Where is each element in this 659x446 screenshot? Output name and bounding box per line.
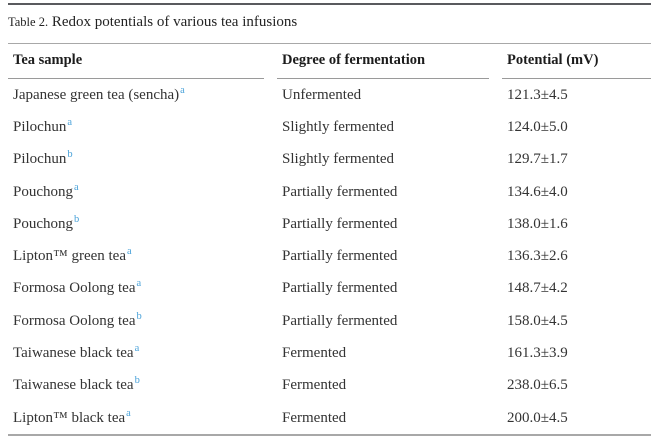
fermentation-cell: Fermented xyxy=(282,345,347,362)
footnote-marker: a xyxy=(180,84,185,96)
potential-cell: 200.0±4.5 xyxy=(507,409,568,426)
table-row: Pouchonga Partially fermented 134.6±4.0 xyxy=(8,176,651,208)
tea-sample-text: Taiwanese black tea xyxy=(13,345,134,362)
fermentation-cell: Slightly fermented xyxy=(282,118,395,135)
footnote-marker: b xyxy=(134,375,140,387)
tea-sample-cell: Lipton™ black teaa xyxy=(8,407,264,426)
table-row: Pouchongb Partially fermented 138.0±1.6 xyxy=(8,208,651,240)
bottom-rule xyxy=(8,434,651,437)
tea-sample-cell: Pilochuna xyxy=(8,116,264,135)
table-caption: Table 2. Redox potentials of various tea… xyxy=(8,12,651,32)
column-header-tea-sample: Tea sample xyxy=(8,44,264,79)
tea-sample-cell: Japanese green tea (sencha)a xyxy=(8,84,264,103)
column-header-potential: Potential (mV) xyxy=(502,44,651,79)
table-label: Table 2. xyxy=(8,15,49,29)
tea-sample-text: Pouchong xyxy=(13,215,73,232)
tea-sample-cell: Formosa Oolong teab xyxy=(8,310,264,329)
tea-sample-cell: Pouchonga xyxy=(8,181,264,200)
tea-sample-cell: Taiwanese black teaa xyxy=(8,343,264,362)
table-row: Pilochuna Slightly fermented 124.0±5.0 xyxy=(8,111,651,143)
tea-sample-cell: Pouchongb xyxy=(8,213,264,232)
column-header-fermentation: Degree of fermentation xyxy=(277,44,489,79)
fermentation-cell: Slightly fermented xyxy=(282,151,395,168)
footnote-marker: a xyxy=(67,116,73,128)
potential-cell: 148.7±4.2 xyxy=(507,280,568,297)
table-row: Lipton™ black teaa Fermented 200.0±4.5 xyxy=(8,402,651,434)
footnote-marker: b xyxy=(136,310,142,322)
caption-divider-rule xyxy=(8,43,651,44)
tea-sample-text: Pouchong xyxy=(13,183,73,200)
fermentation-cell: Fermented xyxy=(282,409,347,426)
fermentation-cell: Unfermented xyxy=(282,86,362,103)
potential-cell: 136.3±2.6 xyxy=(507,248,568,265)
tea-sample-cell: Taiwanese black teab xyxy=(8,375,264,394)
footnote-marker: a xyxy=(74,181,79,193)
fermentation-cell: Partially fermented xyxy=(282,248,398,265)
footnote-marker: a xyxy=(126,407,131,419)
table-row: Lipton™ green teaa Partially fermented 1… xyxy=(8,240,651,272)
footnote-marker: a xyxy=(134,343,140,355)
fermentation-cell: Fermented xyxy=(282,377,347,394)
footnote-marker: b xyxy=(67,149,73,161)
fermentation-cell: Partially fermented xyxy=(282,280,398,297)
tea-sample-text: Formosa Oolong tea xyxy=(13,280,136,297)
tea-sample-text: Pilochun xyxy=(13,151,67,168)
tea-sample-cell: Pilochunb xyxy=(8,149,264,168)
table-row: Formosa Oolong teab Partially fermented … xyxy=(8,305,651,337)
tea-sample-cell: Lipton™ green teaa xyxy=(8,246,264,265)
fermentation-cell: Partially fermented xyxy=(282,215,398,232)
footnote-marker: b xyxy=(74,213,80,225)
fermentation-cell: Partially fermented xyxy=(282,312,398,329)
fermentation-cell: Partially fermented xyxy=(282,183,398,200)
table-caption-text: Redox potentials of various tea infusion… xyxy=(51,14,298,30)
potential-cell: 121.3±4.5 xyxy=(507,86,568,103)
table-row: Formosa Oolong teaa Partially fermented … xyxy=(8,273,651,305)
potential-cell: 129.7±1.7 xyxy=(507,151,568,168)
tea-sample-text: Lipton™ green tea xyxy=(13,248,126,265)
table-row: Pilochunb Slightly fermented 129.7±1.7 xyxy=(8,144,651,176)
tea-sample-text: Japanese green tea (sencha) xyxy=(13,86,180,103)
potential-cell: 158.0±4.5 xyxy=(507,312,568,329)
potential-cell: 124.0±5.0 xyxy=(507,118,568,135)
table-header-row: Tea sample Degree of fermentation Potent… xyxy=(8,44,651,79)
tea-sample-text: Formosa Oolong tea xyxy=(13,312,136,329)
potential-cell: 161.3±3.9 xyxy=(507,345,568,362)
tea-sample-text: Taiwanese black tea xyxy=(13,377,134,394)
table-row: Taiwanese black teab Fermented 238.0±6.5 xyxy=(8,370,651,402)
tea-sample-text: Pilochun xyxy=(13,118,67,135)
table-row: Taiwanese black teaa Fermented 161.3±3.9 xyxy=(8,337,651,369)
table-row: Japanese green tea (sencha)a Unfermented… xyxy=(8,79,651,111)
footnote-marker: a xyxy=(136,278,142,290)
potential-cell: 138.0±1.6 xyxy=(507,215,568,232)
potential-cell: 238.0±6.5 xyxy=(507,377,568,394)
tea-sample-text: Lipton™ black tea xyxy=(13,409,126,426)
top-rule xyxy=(8,3,651,5)
footnote-marker: a xyxy=(127,246,132,258)
potential-cell: 134.6±4.0 xyxy=(507,183,568,200)
tea-sample-cell: Formosa Oolong teaa xyxy=(8,278,264,297)
